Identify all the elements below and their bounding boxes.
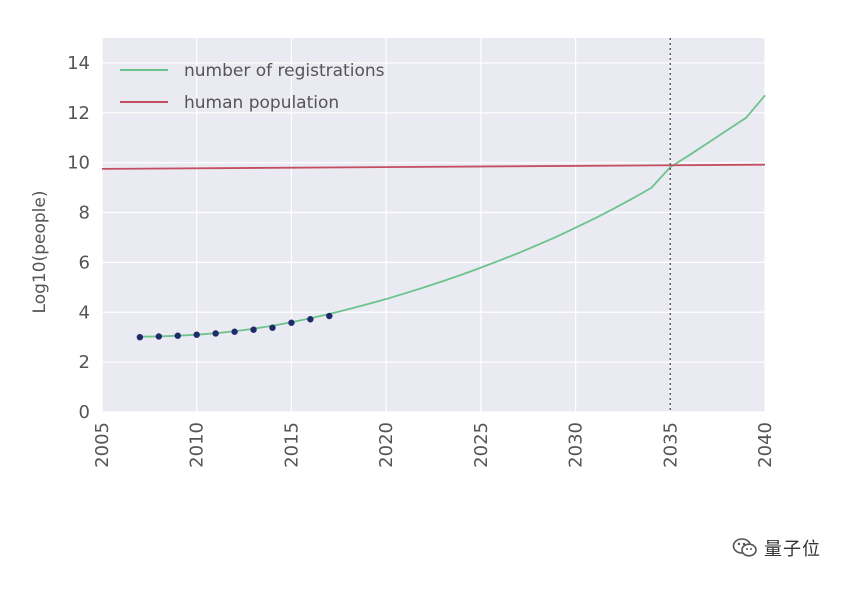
legend-label-population: human population	[184, 93, 339, 113]
grid	[101, 38, 766, 413]
data-point	[136, 334, 144, 341]
data-point	[155, 333, 163, 340]
data-point	[250, 326, 257, 333]
watermark-text: 量子位	[764, 539, 821, 560]
tick-labels: 0 2 4 6 8 10 12 14 2005 2010 2015 2020 2025 2030 2035 2…	[67, 53, 776, 468]
x-tick-label: 2025	[471, 422, 492, 468]
data-point	[269, 324, 276, 331]
data-point	[288, 319, 295, 326]
data-point	[307, 316, 314, 323]
wechat-icon	[732, 538, 757, 557]
y-tick-label: 12	[67, 103, 90, 124]
x-tick-label: 2030	[566, 422, 587, 468]
data-point	[174, 332, 181, 339]
registrations-curve	[139, 94, 766, 338]
x-tick-label: 2005	[92, 422, 113, 468]
population-line	[101, 163, 766, 170]
y-tick-label: 10	[67, 153, 90, 174]
y-tick-label: 14	[67, 53, 90, 74]
y-tick-label: 6	[79, 252, 90, 273]
data-point	[212, 330, 219, 337]
series-layer	[101, 38, 766, 412]
y-tick-label: 8	[79, 203, 90, 224]
x-tick-label: 2010	[187, 422, 208, 468]
y-tick-label: 2	[79, 352, 90, 373]
plot-area	[102, 38, 765, 412]
x-tick-label: 2020	[376, 422, 397, 468]
legend-label-registrations: number of registrations	[184, 61, 385, 81]
watermark: 量子位	[732, 535, 821, 561]
data-point	[231, 328, 238, 335]
y-tick-label: 0	[79, 402, 90, 423]
data-point	[193, 331, 200, 338]
x-tick-label: 2015	[281, 422, 302, 468]
legend: number of registrations human population	[120, 61, 385, 113]
x-tick-label: 2040	[755, 422, 776, 468]
y-axis-label: Log10(people)	[30, 191, 50, 314]
data-point	[326, 312, 333, 320]
x-tick-label: 2035	[660, 422, 681, 468]
y-tick-label: 4	[79, 302, 90, 323]
